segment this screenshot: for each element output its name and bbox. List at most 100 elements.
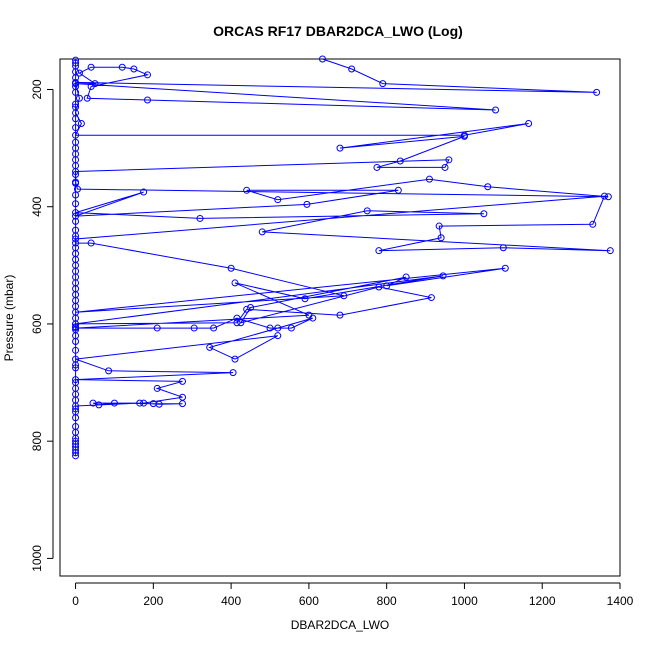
data-point (441, 163, 449, 171)
baseline-point (72, 115, 80, 123)
data-point (484, 183, 492, 191)
data-point (72, 212, 80, 220)
data-point (75, 69, 83, 77)
baseline-point (72, 364, 80, 372)
x-tick-label: 600 (299, 594, 319, 608)
data-point (83, 94, 91, 102)
baseline-point (72, 103, 80, 111)
data-point (233, 319, 241, 327)
data-point (105, 367, 113, 375)
data-point (140, 399, 148, 407)
data-point (229, 369, 237, 377)
data-point (266, 324, 274, 332)
data-point (427, 294, 435, 302)
x-axis: 0 200 400 600 800 1000 1200 1400 (72, 582, 634, 608)
x-axis-label: DBAR2DCA_LWO (291, 618, 389, 632)
data-point (243, 186, 251, 194)
x-tick-label: 1400 (607, 594, 634, 608)
data-point (437, 234, 445, 242)
x-tick-label: 400 (221, 594, 241, 608)
baseline-point (72, 361, 80, 369)
y-tick-label: 200 (30, 79, 44, 99)
data-point (190, 324, 198, 332)
baseline-point (72, 217, 80, 225)
data-point (118, 63, 126, 71)
series-points (72, 55, 614, 460)
x-tick-label: 1200 (529, 594, 556, 608)
y-tick-label: 600 (30, 314, 44, 334)
data-point (153, 384, 161, 392)
data-point (72, 235, 80, 243)
data-point (274, 324, 282, 332)
baseline-point (72, 452, 80, 460)
data-point (179, 377, 186, 385)
data-point (425, 175, 433, 183)
baseline-point (72, 323, 80, 331)
baseline-point (72, 191, 80, 199)
x-tick-label: 1000 (451, 594, 478, 608)
data-point (136, 399, 144, 407)
data-point (394, 186, 402, 194)
data-point (348, 65, 356, 73)
data-point (110, 399, 118, 407)
series-line (74, 58, 611, 407)
data-point (144, 96, 151, 104)
plot-frame (59, 58, 621, 577)
data-point (95, 401, 103, 409)
data-point (379, 80, 387, 88)
data-point (231, 355, 239, 363)
data-point (435, 222, 443, 230)
data-point (375, 283, 383, 291)
baseline-point (72, 124, 80, 132)
data-point (140, 188, 148, 196)
data-point (373, 163, 381, 171)
data-point (247, 304, 255, 312)
baseline-point (72, 179, 80, 187)
data-point (336, 311, 344, 319)
baseline-point (72, 338, 80, 346)
baseline-point (72, 88, 80, 96)
data-point (75, 94, 83, 102)
baseline-point (72, 170, 80, 178)
data-point (480, 210, 488, 218)
data-point (243, 305, 251, 313)
data-point (309, 314, 317, 322)
data-point (525, 119, 533, 127)
y-tick-label: 1000 (30, 545, 44, 572)
data-point (233, 314, 241, 322)
x-tick-label: 200 (143, 594, 163, 608)
data-point (87, 83, 95, 91)
data-point (72, 376, 80, 384)
x-tick-label: 0 (72, 594, 79, 608)
data-point (155, 400, 163, 408)
data-point (460, 132, 468, 140)
data-point (445, 156, 453, 164)
baseline-point (72, 200, 80, 208)
data-point (600, 192, 608, 200)
data-point (589, 220, 597, 228)
baseline-point (72, 449, 80, 457)
data-point (210, 324, 218, 332)
baseline-point (72, 346, 80, 354)
data-point (87, 239, 95, 247)
data-point (274, 332, 282, 340)
y-tick-label: 800 (30, 431, 44, 451)
data-point (231, 279, 239, 287)
data-point (87, 63, 95, 71)
x-tick-label: 800 (377, 594, 397, 608)
data-point (274, 196, 282, 204)
data-point (340, 292, 348, 300)
baseline-point (72, 74, 80, 82)
baseline-point (72, 396, 80, 404)
data-point (492, 106, 500, 114)
data-point (227, 264, 235, 272)
data-point (196, 214, 204, 222)
data-point (501, 264, 509, 272)
series-lines (74, 58, 611, 456)
data-point (336, 144, 344, 152)
data-point (144, 71, 151, 79)
chart-title: ORCAS RF17 DBAR2DCA_LWO (Log) (213, 23, 463, 39)
data-point (301, 295, 309, 303)
data-point (303, 200, 311, 208)
